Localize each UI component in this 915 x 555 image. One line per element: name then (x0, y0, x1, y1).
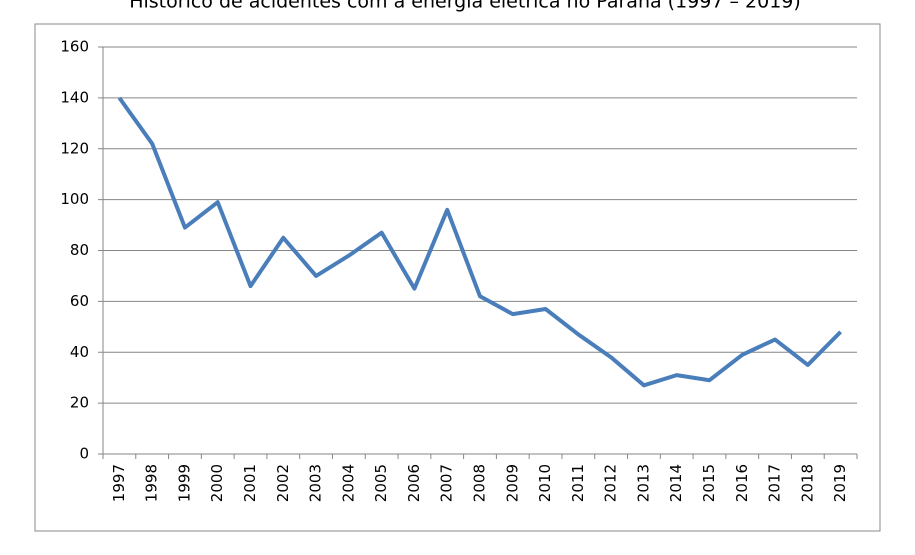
y-tick-label: 40 (70, 343, 89, 361)
x-tick-label: 2008 (471, 464, 489, 502)
y-tick-label: 120 (60, 139, 89, 157)
x-tick-label: 2004 (339, 464, 357, 502)
x-tick-label: 2009 (503, 464, 521, 502)
y-tick-label: 0 (79, 445, 89, 463)
x-tick-label: 2014 (667, 464, 685, 502)
x-tick-label: 2012 (602, 464, 620, 502)
x-tick-label: 2003 (307, 464, 325, 502)
x-tick-label: 2005 (372, 464, 390, 502)
x-tick-label: 2017 (766, 464, 784, 502)
x-tick-label: 1999 (175, 464, 193, 502)
y-tick-label: 80 (70, 241, 89, 259)
y-tick-label: 100 (60, 190, 89, 208)
x-tick-label: 2000 (208, 464, 226, 502)
x-tick-label: 2019 (831, 464, 849, 502)
x-tick-label: 2006 (405, 464, 423, 502)
x-tick-label: 2015 (700, 464, 718, 502)
x-tick-label: 2010 (536, 464, 554, 502)
x-tick-label: 2013 (634, 464, 652, 502)
x-tick-label: 2002 (274, 464, 292, 502)
x-tick-label: 2018 (798, 464, 816, 502)
chart-frame (34, 23, 881, 532)
x-tick-label: 2001 (241, 464, 259, 502)
line-series (117, 96, 843, 388)
x-tick-label: 2016 (733, 464, 751, 502)
y-tick-label: 60 (70, 292, 89, 310)
x-tick-label: 2007 (438, 464, 456, 502)
y-tick-label: 20 (70, 394, 89, 412)
y-tick-label: 160 (60, 38, 89, 56)
y-tick-label: 140 (60, 88, 89, 106)
chart-title: Histórico de acidentes com a energia elé… (129, 0, 801, 13)
x-tick-label: 2011 (569, 464, 587, 502)
x-tick-label: 1998 (143, 464, 161, 502)
x-tick-label: 1997 (110, 464, 128, 502)
